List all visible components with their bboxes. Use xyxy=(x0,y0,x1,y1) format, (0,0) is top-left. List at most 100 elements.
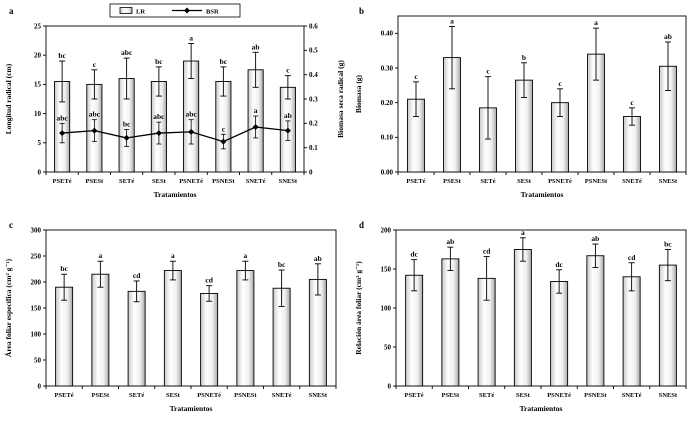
significance-letter: bc xyxy=(278,260,286,269)
y-tick-label: 100 xyxy=(381,304,392,312)
x-axis-title: Tratamientos xyxy=(520,404,563,413)
y-tick-label: 0 xyxy=(38,168,42,176)
y-tick-label: 0 xyxy=(388,382,392,390)
x-axis-title: Tratamientos xyxy=(154,190,197,199)
y-tick-label: 150 xyxy=(31,304,42,312)
diamond-marker-icon xyxy=(284,127,291,134)
y-axis-title: Relación área foliar (cm² g⁻¹) xyxy=(354,261,363,355)
significance-letter: ab xyxy=(664,32,672,41)
diamond-marker-icon xyxy=(123,134,130,141)
x-category-label: PSNETé xyxy=(197,392,221,399)
significance-letter: c xyxy=(93,60,97,69)
panel-label: c xyxy=(9,220,13,230)
significance-letter: a xyxy=(244,251,248,260)
panel-label: a xyxy=(9,6,14,16)
significance-letter: ab xyxy=(591,234,599,243)
significance-letter: bc xyxy=(664,240,672,249)
significance-letter: c xyxy=(486,67,490,76)
significance-letter: cd xyxy=(205,276,213,285)
y-tick-label: 50 xyxy=(34,356,42,364)
x-category-label: PSNETé xyxy=(179,178,203,185)
bar xyxy=(236,270,255,387)
x-category-label: SETé xyxy=(480,178,495,185)
y-tick-label: 0.20 xyxy=(381,99,394,107)
significance-letter: a xyxy=(521,228,525,237)
y-tick-label: 0.10 xyxy=(381,134,394,142)
x-category-label: SNETé xyxy=(622,178,642,185)
chart-panel-a: 051015202500.10.20.30.40.50.6bccabcbcabc… xyxy=(0,0,350,214)
x-axis-title: Tratamientos xyxy=(170,404,213,413)
x-category-label: SNESt xyxy=(659,178,678,185)
significance-letter: c xyxy=(222,124,226,133)
x-category-label: PSNESt xyxy=(585,178,608,185)
bar xyxy=(622,276,641,387)
x-category-label: PSNETé xyxy=(547,392,571,399)
bar xyxy=(200,292,219,387)
x-category-label: SETé xyxy=(119,178,134,185)
line-series xyxy=(62,126,288,143)
x-category-label: SETé xyxy=(479,392,494,399)
bar xyxy=(55,286,74,387)
significance-letter: c xyxy=(286,66,290,75)
bar xyxy=(405,274,424,387)
y-tick-label: 0.30 xyxy=(381,64,394,72)
significance-letter: a xyxy=(254,106,258,115)
significance-letter: bc xyxy=(220,57,228,66)
panel-label: b xyxy=(359,6,364,16)
x-category-label: PSETé xyxy=(53,178,72,185)
legend-bar-label: LR xyxy=(136,9,145,16)
bar xyxy=(127,290,146,387)
x-category-label: PSESt xyxy=(442,392,461,399)
y2-tick-label: 0.4 xyxy=(309,71,318,79)
diamond-marker-icon xyxy=(252,123,259,130)
diamond-marker-icon xyxy=(155,130,162,137)
diamond-marker-icon xyxy=(59,130,66,137)
significance-letter: abc xyxy=(153,112,165,121)
y2-axis-title: Biomasa seca radical (g) xyxy=(336,60,345,138)
significance-letter: cd xyxy=(628,253,636,262)
x-category-label: SETé xyxy=(129,392,144,399)
significance-letter: abc xyxy=(121,48,133,57)
panel-label: d xyxy=(359,220,364,230)
significance-letter: a xyxy=(594,18,598,27)
x-category-label: PSETé xyxy=(405,392,424,399)
y-tick-label: 20 xyxy=(34,52,42,60)
y-tick-label: 0.40 xyxy=(381,30,394,38)
significance-letter: c xyxy=(630,98,634,107)
y-tick-label: 50 xyxy=(384,343,392,351)
significance-letter: bc xyxy=(60,264,68,273)
y-tick-label: 15 xyxy=(34,81,42,89)
x-axis-title: Tratamientos xyxy=(521,190,564,199)
chart-panel-b: 0.00 0.10 0.20 0.30 0.40 c a c b c a c ab PSETé PSESt S… xyxy=(350,0,700,214)
x-category-label: SESt xyxy=(516,392,531,399)
y-tick-label: 10 xyxy=(34,110,42,118)
x-category-label: PSNESt xyxy=(584,392,607,399)
significance-letter: dc xyxy=(555,260,563,269)
x-category-label: SESt xyxy=(152,178,167,185)
significance-letter: c xyxy=(414,72,418,81)
y2-tick-label: 0.5 xyxy=(309,47,318,55)
chart-panel-d: 0 50 100 150 200 dc ab cd a dc ab cd bc PSETé PSESt SET… xyxy=(350,214,700,428)
bar xyxy=(513,249,532,387)
diamond-marker-icon xyxy=(91,127,98,134)
x-category-label: PSESt xyxy=(443,178,462,185)
x-category-label: PSESt xyxy=(86,178,105,185)
plot-frame xyxy=(45,229,337,387)
x-category-label: SNETé xyxy=(246,178,266,185)
plot-frame xyxy=(45,25,305,173)
x-category-label: SNESt xyxy=(659,392,678,399)
significance-letter: ab xyxy=(314,254,322,263)
significance-letter: ab xyxy=(446,237,454,246)
x-category-label: SNETé xyxy=(272,392,292,399)
y-tick-label: 0 xyxy=(38,382,42,390)
y-tick-label: 150 xyxy=(381,265,392,273)
significance-letter: abc xyxy=(89,110,101,119)
y2-tick-label: 0.1 xyxy=(309,144,318,152)
x-category-label: PSNESt xyxy=(234,392,257,399)
y-tick-label: 5 xyxy=(38,139,42,147)
y-axis-title: Longitud radical (cm) xyxy=(4,63,13,134)
significance-letter: a xyxy=(99,251,103,260)
x-category-label: PSETé xyxy=(55,392,74,399)
y2-tick-label: 0.3 xyxy=(309,95,318,103)
